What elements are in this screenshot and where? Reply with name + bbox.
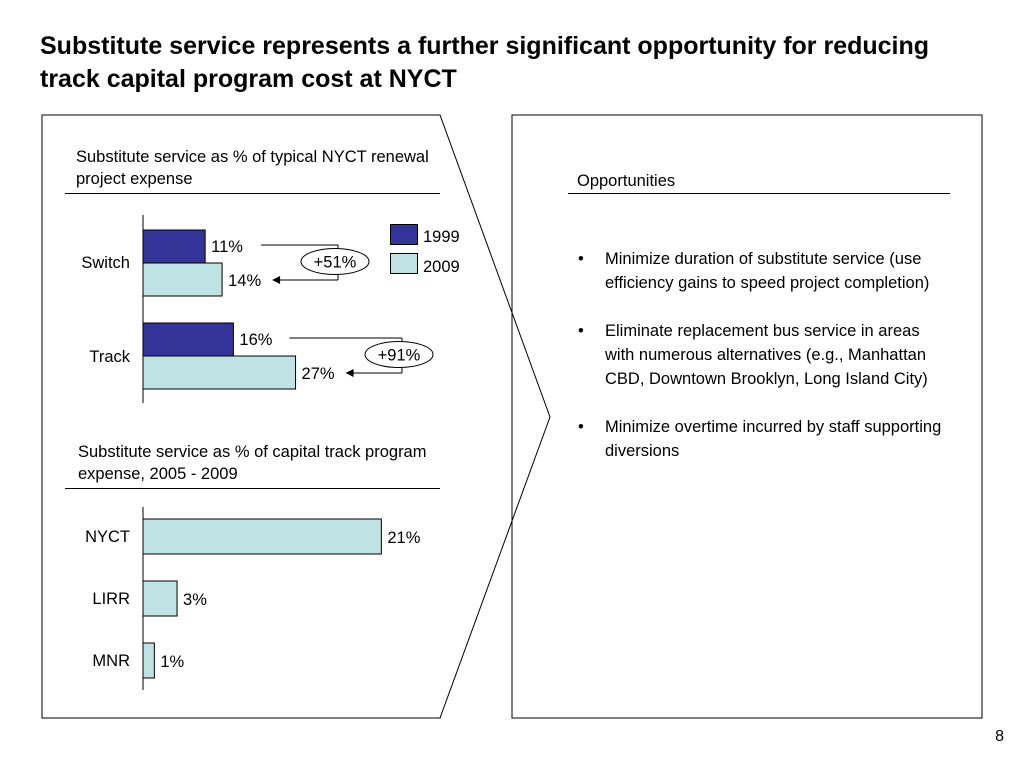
growth-label-switch: +51% bbox=[314, 254, 357, 272]
chart2-category-mnr: MNR bbox=[92, 652, 130, 670]
opportunities-heading: Opportunities bbox=[577, 172, 676, 190]
page-number: 8 bbox=[995, 728, 1004, 745]
bullet-icon: • bbox=[578, 418, 584, 436]
growth-arrow-icon bbox=[272, 276, 281, 284]
bar-mnr bbox=[142, 642, 155, 679]
legend-label-2009: 2009 bbox=[423, 258, 460, 276]
data-label-track-2009: 27% bbox=[302, 365, 335, 383]
legend-swatch-2009 bbox=[390, 253, 418, 274]
data-label-mnr: 1% bbox=[160, 653, 184, 671]
chart2-category-lirr: LIRR bbox=[92, 590, 130, 608]
bullet-icon: • bbox=[578, 322, 584, 340]
growth-badge-track bbox=[364, 341, 434, 368]
opportunity-text: Eliminate replacement bus service in are… bbox=[605, 322, 928, 388]
opportunities-rule bbox=[568, 193, 950, 194]
bar-lirr bbox=[142, 580, 178, 617]
data-label-switch-1999: 11% bbox=[211, 238, 243, 256]
growth-arrow-icon bbox=[345, 369, 354, 377]
left-panel-border bbox=[41, 114, 551, 719]
data-label-track-1999: 16% bbox=[239, 331, 272, 349]
list-item: • Minimize overtime incurred by staff su… bbox=[578, 415, 948, 463]
list-item: • Minimize duration of substitute servic… bbox=[578, 247, 948, 295]
opportunities-list: • Minimize duration of substitute servic… bbox=[578, 247, 948, 463]
data-label-nyct: 21% bbox=[387, 529, 420, 547]
bar-track-2009 bbox=[142, 355, 297, 390]
chart1-category-track: Track bbox=[89, 348, 130, 366]
right-panel-border bbox=[511, 114, 983, 719]
chart1-title: Substitute service as % of typical NYCT … bbox=[76, 148, 429, 188]
slide-title: Substitute service represents a further … bbox=[40, 32, 930, 93]
bar-track-1999 bbox=[142, 322, 234, 357]
opportunity-text: Minimize overtime incurred by staff supp… bbox=[605, 418, 942, 460]
chart2-title: Substitute service as % of capital track… bbox=[78, 443, 427, 483]
legend-swatch-1999 bbox=[390, 224, 418, 245]
chart1-category-switch: Switch bbox=[81, 254, 130, 272]
list-item: • Eliminate replacement bus service in a… bbox=[578, 319, 948, 391]
bar-switch-1999 bbox=[142, 229, 206, 264]
chart2-category-nyct: NYCT bbox=[85, 528, 130, 546]
legend-label-1999: 1999 bbox=[423, 228, 460, 246]
growth-label-track: +91% bbox=[378, 347, 421, 365]
chart2-title-rule bbox=[65, 488, 440, 489]
bar-nyct bbox=[142, 518, 382, 555]
data-label-switch-2009: 14% bbox=[228, 272, 261, 290]
bar-switch-2009 bbox=[142, 262, 223, 297]
opportunity-text: Minimize duration of substitute service … bbox=[605, 250, 930, 292]
bullet-icon: • bbox=[578, 250, 584, 268]
data-label-lirr: 3% bbox=[183, 591, 207, 609]
growth-badge-switch bbox=[300, 248, 370, 275]
chart1-title-rule bbox=[65, 193, 440, 194]
